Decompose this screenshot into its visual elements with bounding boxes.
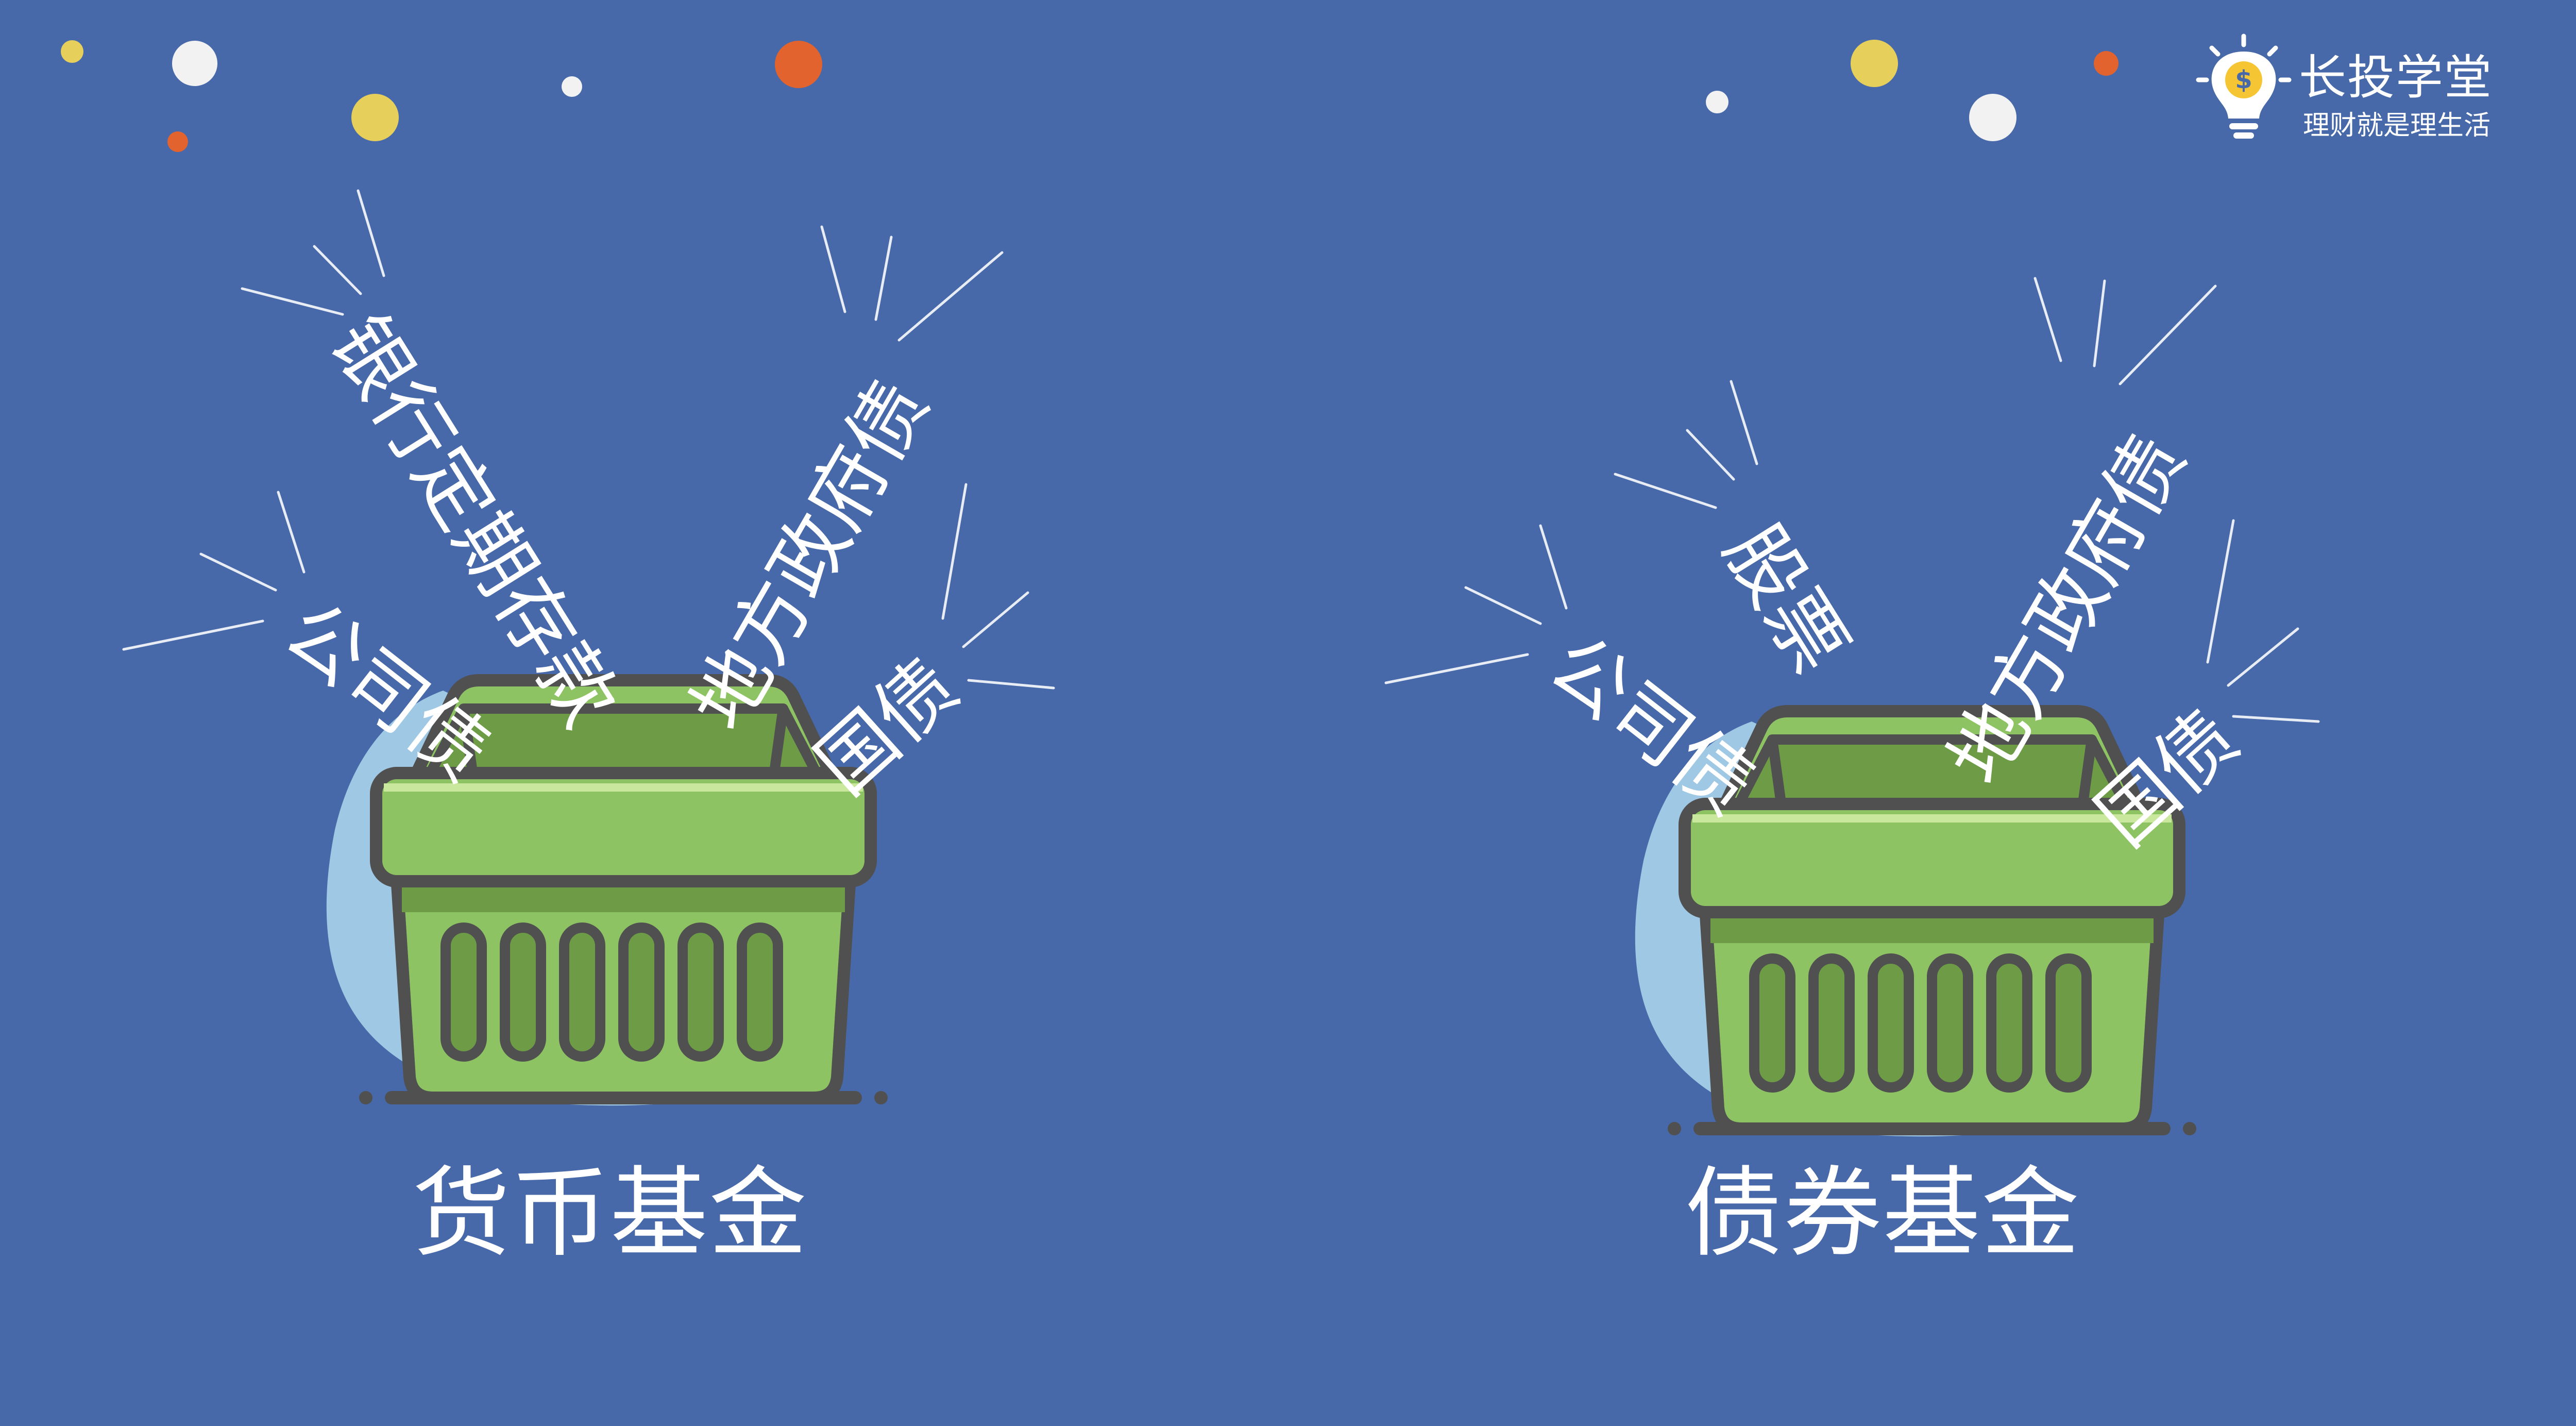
money-fund-title: 货币基金: [412, 1156, 808, 1270]
decorative-dots: [61, 40, 2119, 152]
lightbulb-dollar-icon: $: [2196, 33, 2292, 139]
bond-fund-title: 债券基金: [1685, 1156, 2081, 1270]
bond-fund-item: 公司债: [1533, 618, 1771, 832]
bond-fund-item: 股票: [1706, 509, 1865, 689]
brand-slogan: 理财就是理生活: [2303, 110, 2491, 141]
money-fund-item: 国债: [799, 642, 975, 812]
brand-name: 长投学堂: [2299, 50, 2493, 105]
money-fund-item: 公司债: [268, 585, 506, 799]
svg-text:$: $: [2235, 65, 2252, 94]
burst-lines: [122, 189, 2320, 723]
bond-fund-item: 国债: [2079, 693, 2255, 864]
